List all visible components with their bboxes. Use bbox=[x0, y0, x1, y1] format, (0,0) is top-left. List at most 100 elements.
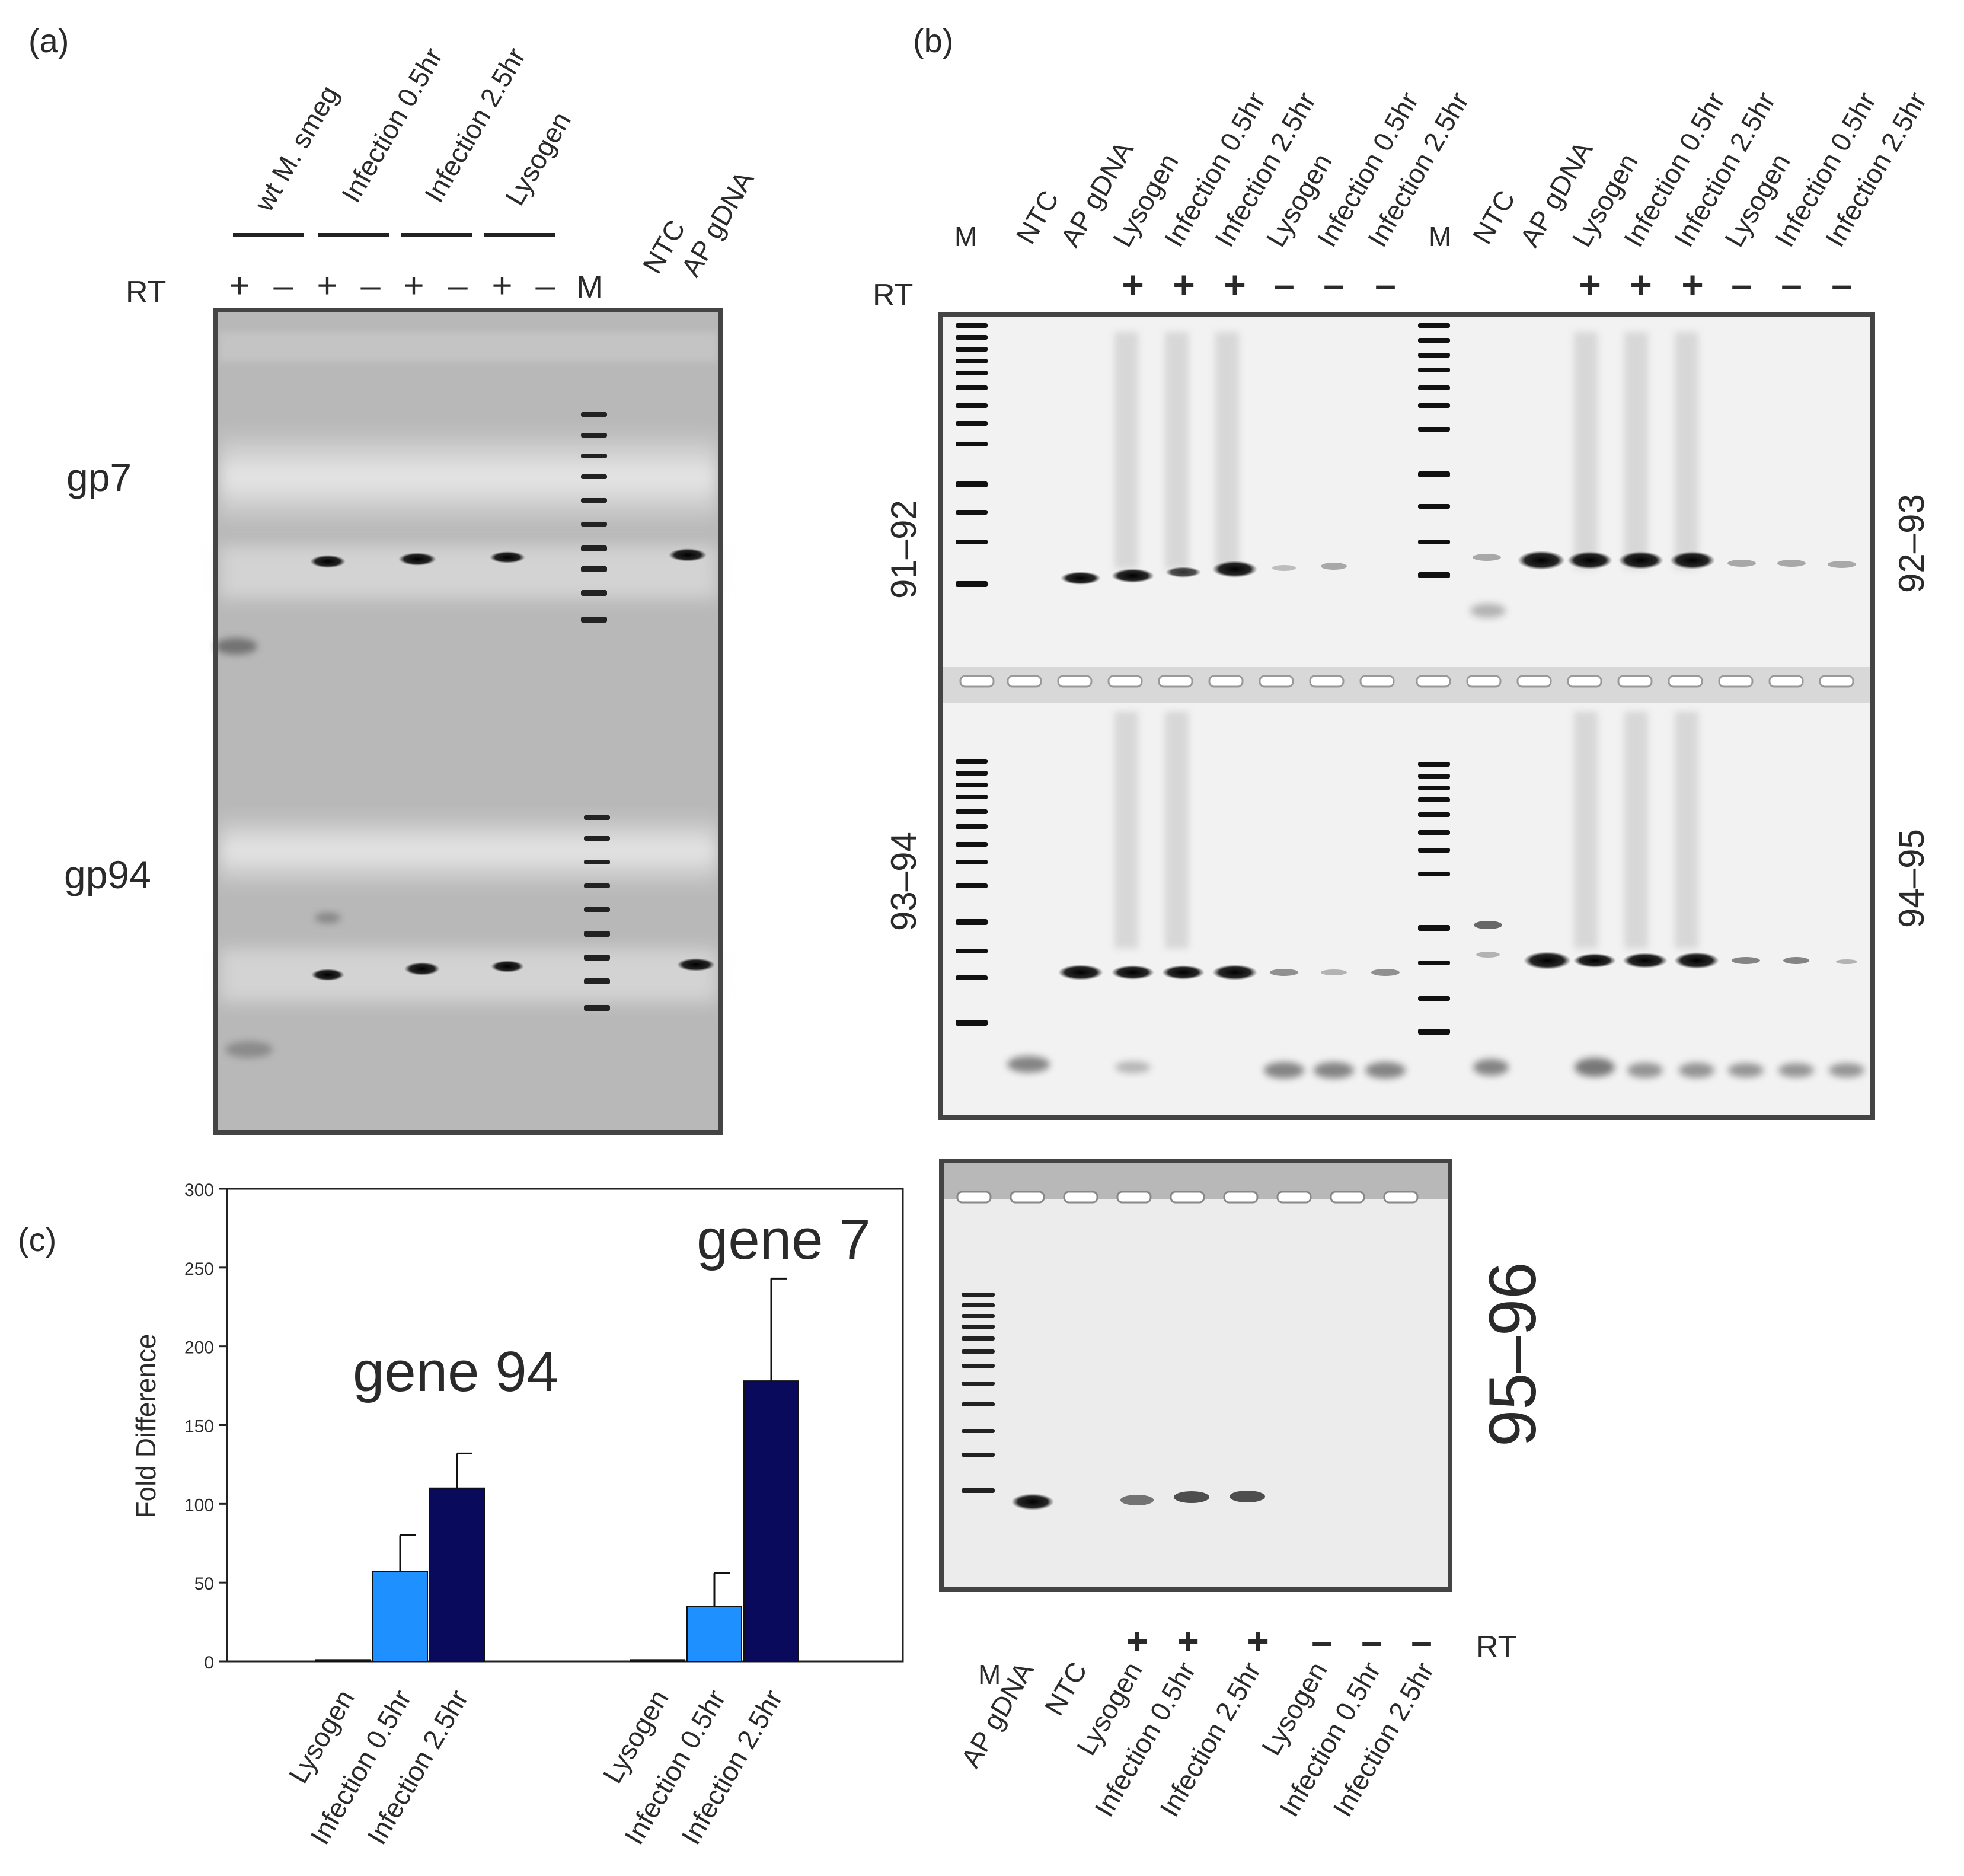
rt-sign: – bbox=[1731, 263, 1752, 306]
y-tick-label: 300 bbox=[184, 1181, 214, 1200]
rt-sign: – bbox=[1375, 263, 1396, 306]
region-label-95-96: 95–96 bbox=[1476, 1262, 1550, 1447]
lane-smears bbox=[1114, 332, 1698, 949]
panel-b-gel-lower bbox=[939, 1159, 1452, 1592]
panel-b: (b) M NTC AP gDNA Lysogen Infection 0.5h… bbox=[873, 22, 1932, 1821]
lane-label: NTC bbox=[1467, 185, 1521, 249]
lower-ladder bbox=[962, 1293, 995, 1493]
rt-sign: – bbox=[1361, 1620, 1382, 1663]
rt-sign: + bbox=[1173, 263, 1195, 306]
rt-sign: – bbox=[1411, 1620, 1432, 1663]
well-row bbox=[959, 675, 1854, 688]
panel-b-rt-label: RT bbox=[873, 278, 913, 312]
rt-sign: – bbox=[360, 266, 381, 305]
lane-label: M bbox=[954, 221, 977, 252]
rt-sign: – bbox=[1323, 263, 1345, 306]
panel-a-group-labels: wt M. smeg Infection 0.5hr Infection 2.5… bbox=[248, 43, 760, 282]
panel-c-label: (c) bbox=[18, 1221, 56, 1258]
lower-rt-label: RT bbox=[1476, 1630, 1516, 1664]
ladder-bottom-right bbox=[1418, 762, 1450, 1035]
rt-sign: – bbox=[448, 266, 468, 305]
lane-label: M bbox=[1429, 221, 1451, 252]
panel-b-gel-main bbox=[938, 312, 1875, 1120]
y-tick-label: 50 bbox=[194, 1574, 214, 1594]
rt-sign: + bbox=[1681, 263, 1703, 306]
rt-sign: – bbox=[273, 266, 293, 305]
rt-sign: – bbox=[1273, 263, 1295, 306]
chart-y-axis-label: Fold Difference bbox=[130, 1333, 161, 1518]
chart-y-ticks: 0 50 100 150 200 250 300 bbox=[184, 1181, 227, 1673]
group-label-wt: wt M. smeg bbox=[248, 80, 344, 217]
group-title-gene7: gene 7 bbox=[697, 1208, 871, 1271]
rt-sign: + bbox=[1224, 263, 1246, 306]
group-title-gene94: gene 94 bbox=[353, 1340, 558, 1403]
region-label-91-92: 91–92 bbox=[884, 500, 924, 599]
region-label-93-94: 93–94 bbox=[884, 832, 924, 931]
ladder-top-left bbox=[956, 323, 988, 587]
rt-sign: + bbox=[1579, 263, 1601, 306]
bar bbox=[630, 1659, 685, 1662]
panel-b-rt-signs-left: + + + – – – bbox=[1122, 263, 1395, 306]
panel-c: (c) Fold Difference 0 50 100 150 200 250 300 g… bbox=[18, 1181, 904, 1849]
region-label-92-93: 92–93 bbox=[1892, 494, 1931, 593]
panel-b-label: (b) bbox=[913, 22, 953, 59]
lane-label: NTC bbox=[1038, 1657, 1093, 1721]
rt-sign: + bbox=[403, 266, 424, 305]
rt-sign: – bbox=[535, 266, 555, 305]
panel-a-rt-signs: + – + – + – + – bbox=[229, 266, 555, 305]
lane-label-apgdna: AP gDNA bbox=[675, 165, 760, 282]
rt-sign: + bbox=[491, 266, 512, 305]
lower-lane-labels: M AP gDNA NTC Lysogen Infection 0.5hr In… bbox=[955, 1657, 1440, 1822]
bar bbox=[372, 1571, 428, 1663]
bar bbox=[686, 1606, 742, 1662]
bar bbox=[315, 1659, 371, 1662]
lane-label: NTC bbox=[1010, 185, 1065, 249]
panel-a-ladder-top bbox=[581, 412, 607, 623]
y-tick-label: 0 bbox=[204, 1653, 214, 1673]
panel-a: (a) wt M. smeg Infection 0.5hr Infection… bbox=[28, 22, 760, 1135]
rt-sign: + bbox=[1122, 263, 1144, 306]
row-label-gp7: gp7 bbox=[66, 455, 132, 499]
lower-well-row bbox=[956, 1191, 1419, 1204]
panel-a-rt-label: RT bbox=[126, 275, 166, 310]
rt-sign: – bbox=[1781, 263, 1802, 306]
gp7-bands bbox=[215, 548, 707, 655]
panel-a-gel bbox=[213, 308, 723, 1135]
bands-95-96 bbox=[1011, 1491, 1265, 1510]
bands-93-94 bbox=[1007, 965, 1406, 1079]
region-label-94-95: 94–95 bbox=[1892, 829, 1931, 928]
row-label-gp94: gp94 bbox=[64, 853, 151, 896]
gp94-bands bbox=[225, 913, 715, 1058]
panel-a-label: (a) bbox=[28, 22, 69, 59]
rt-sign: + bbox=[1177, 1620, 1199, 1663]
bar bbox=[743, 1380, 799, 1662]
rt-sign: + bbox=[1126, 1620, 1148, 1663]
ladder-top-right bbox=[1418, 323, 1450, 578]
y-tick-label: 100 bbox=[184, 1495, 214, 1515]
rt-sign: + bbox=[1630, 263, 1652, 306]
y-tick-label: 250 bbox=[184, 1259, 214, 1279]
chart-bars bbox=[315, 1277, 799, 1663]
panel-b-region-labels: 91–92 92–93 93–94 94–95 bbox=[884, 494, 1931, 931]
lane-label: M bbox=[978, 1659, 1001, 1690]
bands-91-92 bbox=[1061, 561, 1347, 585]
rt-sign: – bbox=[1311, 1620, 1333, 1663]
panel-a-marker-label: M bbox=[576, 269, 603, 305]
panel-b-lane-labels-left: M NTC AP gDNA Lysogen Infection 0.5hr In… bbox=[954, 87, 1474, 252]
panel-b-lane-labels-right: M NTC AP gDNA Lysogen Infection 0.5hr In… bbox=[1429, 87, 1932, 252]
group-label-lysogen: Lysogen bbox=[499, 107, 577, 210]
y-tick-label: 200 bbox=[184, 1338, 214, 1358]
bands-94-95 bbox=[1473, 921, 1864, 1078]
bands-92-93 bbox=[1470, 551, 1856, 618]
rt-sign: – bbox=[1831, 263, 1853, 306]
lower-rt-signs: + + + – – – bbox=[1126, 1620, 1432, 1663]
ladder-bottom-left bbox=[956, 759, 988, 1026]
panel-b-rt-signs-right: + + + – – – bbox=[1579, 263, 1852, 306]
rt-sign: + bbox=[1247, 1620, 1269, 1663]
panel-a-ladder-bottom bbox=[584, 815, 610, 1011]
rt-sign: + bbox=[317, 266, 337, 305]
rt-sign: + bbox=[229, 266, 250, 305]
y-tick-label: 150 bbox=[184, 1417, 214, 1437]
bar bbox=[429, 1487, 485, 1662]
